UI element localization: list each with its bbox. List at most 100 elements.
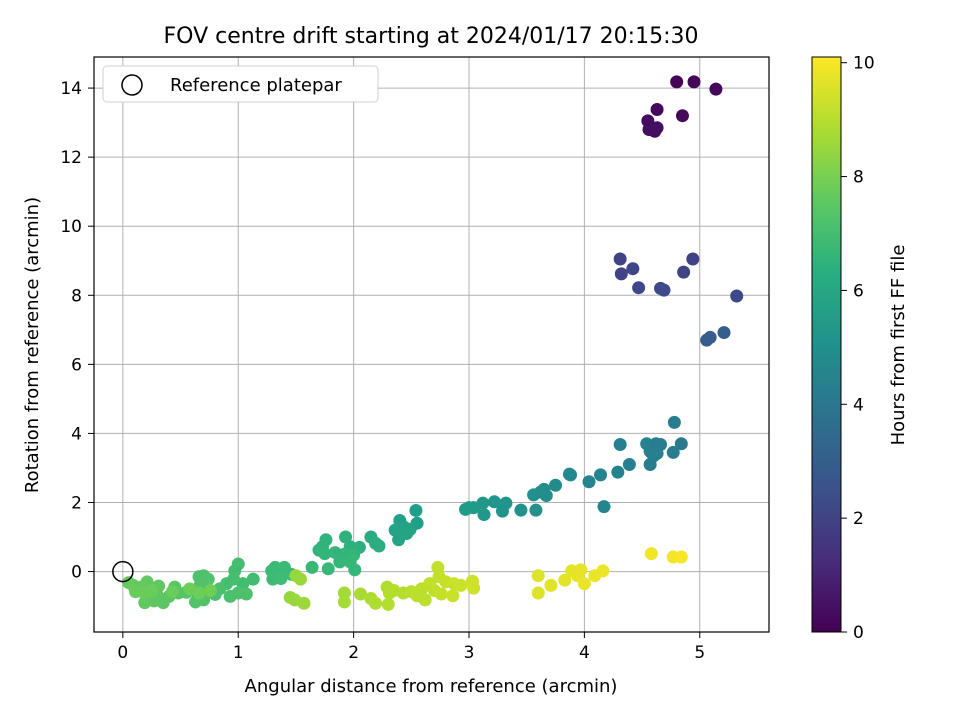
data-point xyxy=(265,564,279,578)
data-point xyxy=(703,330,717,344)
data-point xyxy=(333,555,347,569)
data-points xyxy=(112,75,744,611)
colorbar-tick-label: 4 xyxy=(853,395,864,415)
x-tick-label: 4 xyxy=(579,643,590,663)
data-point xyxy=(650,446,664,460)
data-point xyxy=(622,458,636,472)
data-point xyxy=(297,596,311,610)
data-point xyxy=(477,508,491,522)
data-point xyxy=(400,527,414,541)
colorbar-tick-label: 0 xyxy=(853,623,864,643)
colorbar-tick-label: 2 xyxy=(853,509,864,529)
data-point xyxy=(369,596,383,610)
data-point xyxy=(717,326,731,340)
data-point xyxy=(192,586,206,600)
data-point xyxy=(418,593,432,607)
legend-marker-circle-icon xyxy=(121,74,143,96)
x-tick-label: 1 xyxy=(233,643,244,663)
legend: Reference platepar xyxy=(102,65,379,103)
data-point xyxy=(677,265,691,279)
data-point xyxy=(305,560,319,574)
x-tick-label: 0 xyxy=(117,643,128,663)
data-point xyxy=(514,503,528,517)
chart-title: FOV centre drift starting at 2024/01/17 … xyxy=(164,24,699,49)
data-point xyxy=(294,572,308,586)
data-point xyxy=(574,563,588,577)
y-axis-ticks: 0 2 4 6 8 10 12 14 xyxy=(60,79,94,583)
data-point xyxy=(558,573,572,587)
y-tick-label: 0 xyxy=(71,563,82,583)
data-point xyxy=(531,586,545,600)
colorbar: 0 2 4 6 8 10 Hours from first FF file xyxy=(811,54,909,643)
data-point xyxy=(337,586,351,600)
y-axis-label: Rotation from reference (arcmin) xyxy=(22,197,43,493)
data-point xyxy=(709,82,723,96)
data-point xyxy=(675,109,689,123)
data-point xyxy=(454,578,468,592)
data-point xyxy=(343,555,357,569)
data-point xyxy=(274,571,288,585)
grid xyxy=(94,57,769,632)
data-point xyxy=(337,595,351,609)
data-point xyxy=(495,504,509,518)
data-point xyxy=(613,437,627,451)
data-point xyxy=(122,576,136,590)
colorbar-tick-label: 8 xyxy=(853,168,864,188)
colorbar-label: Hours from first FF file xyxy=(888,245,909,446)
colorbar-tick-label: 6 xyxy=(853,281,864,301)
data-point xyxy=(596,564,610,578)
y-tick-label: 2 xyxy=(71,493,82,513)
data-point xyxy=(686,252,700,266)
data-point xyxy=(626,262,640,276)
x-tick-label: 2 xyxy=(348,643,359,663)
data-point xyxy=(687,75,701,89)
data-point xyxy=(650,102,664,116)
data-point xyxy=(613,252,627,266)
data-point xyxy=(657,283,671,297)
y-tick-label: 14 xyxy=(60,79,82,99)
plot-frame xyxy=(93,56,770,633)
data-point xyxy=(239,587,253,601)
data-point xyxy=(434,587,448,601)
data-point xyxy=(487,495,501,509)
data-point xyxy=(339,530,353,544)
data-point xyxy=(666,445,680,459)
data-point xyxy=(611,465,625,479)
data-point xyxy=(650,121,664,135)
data-point xyxy=(531,569,545,583)
data-point xyxy=(667,415,681,429)
data-point xyxy=(321,562,335,576)
reference-platepar-marker xyxy=(112,560,134,583)
x-axis-ticks: 0 1 2 3 4 5 xyxy=(117,632,705,663)
colorbar-tick-label: 10 xyxy=(853,54,875,74)
data-point xyxy=(246,572,260,586)
data-point xyxy=(467,581,481,595)
y-tick-label: 10 xyxy=(60,217,82,237)
data-point xyxy=(318,547,332,561)
data-point xyxy=(643,458,657,472)
data-point xyxy=(632,281,646,295)
x-axis-label: Angular distance from reference (arcmin) xyxy=(245,676,618,697)
data-point xyxy=(381,597,395,611)
data-point xyxy=(674,437,688,451)
colorbar-gradient xyxy=(811,56,842,633)
data-point xyxy=(594,468,608,482)
data-point xyxy=(354,587,368,601)
colorbar-ticks: 0 2 4 6 8 10 xyxy=(841,54,875,643)
data-point xyxy=(446,589,460,603)
data-point xyxy=(597,500,611,514)
y-tick-label: 12 xyxy=(60,148,82,168)
data-point xyxy=(730,289,744,303)
data-point xyxy=(165,585,179,599)
data-point xyxy=(138,596,152,610)
data-point xyxy=(409,503,423,517)
data-point xyxy=(204,584,218,598)
data-point xyxy=(527,488,541,502)
data-point xyxy=(614,267,628,281)
data-point xyxy=(459,502,473,516)
data-point xyxy=(564,468,578,482)
data-point xyxy=(544,578,558,592)
data-point xyxy=(644,547,658,561)
data-point xyxy=(582,475,596,489)
